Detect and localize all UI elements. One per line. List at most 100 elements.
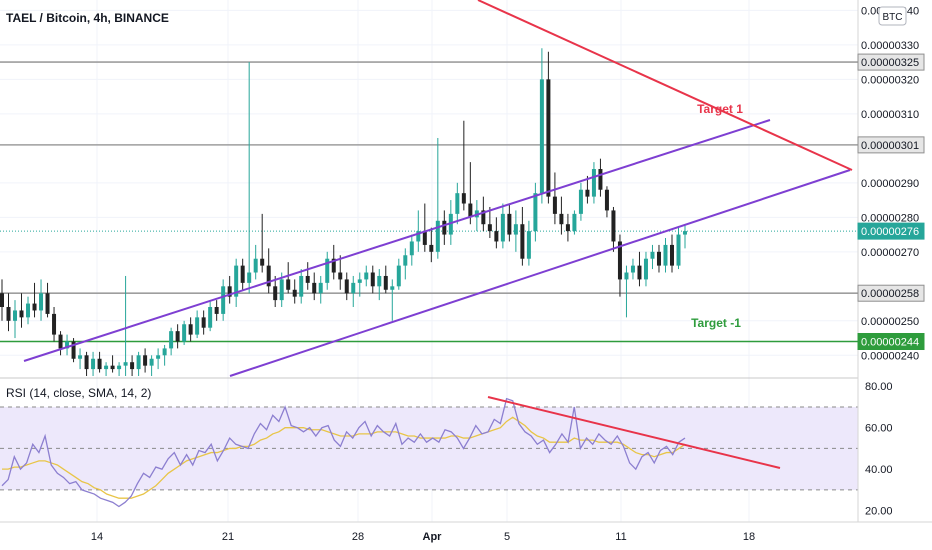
candle-up [149,358,154,366]
rsi-sma-line [2,416,686,499]
candle-down [0,293,4,308]
price-tick-label: 0.00000280 [861,212,919,224]
candle-up [643,258,648,280]
candle-up [123,362,128,366]
candle-up [455,193,460,214]
candle-down [143,355,148,366]
candle-up [182,324,187,342]
candle-up [65,341,70,349]
price-label-text: 0.00000301 [861,140,919,152]
price-label-box [857,53,925,71]
price-label-box [857,284,925,302]
candle-up [26,303,31,318]
price-label-box [857,222,925,240]
rsi-line [1,397,686,508]
candle-down [383,275,388,290]
candle-down [520,224,525,259]
candle-down [32,303,37,311]
candle-up [650,251,655,259]
candle-up [539,79,544,194]
candle-up [357,279,362,283]
rsi-tick-label: 80.00 [865,381,893,393]
target-1-label: Target 1 [697,102,743,116]
candle-down [487,224,492,232]
rsi-pane [0,396,858,508]
candle-up [234,265,239,297]
candle-up [156,355,161,359]
price-axis[interactable]: 0.000003400.000003300.000003200.00000310… [861,5,919,362]
currency-badge[interactable]: BTC [878,6,907,26]
candle-up [578,189,583,214]
candle-down [598,169,603,190]
candle-down [494,231,499,242]
time-tick-label: 18 [743,531,755,543]
candle-up [513,224,518,235]
rsi-axis[interactable]: 80.00 60.00 40.00 20.00 [865,381,893,517]
candle-up [136,355,141,370]
candle-up [533,193,538,232]
candle-up [396,265,401,287]
candle-down [273,286,278,301]
candle-up [572,213,577,232]
price-tick-label: 0.00000330 [861,40,919,52]
candle-down [656,251,661,266]
candle-down [331,258,336,273]
resistance-line [477,0,853,171]
candle-up [39,293,44,311]
channel-upper-line [23,119,771,362]
candle-up [221,286,226,314]
candle-up [117,365,122,370]
price-tick-label: 0.00000290 [861,178,919,190]
candle-up [390,286,395,290]
candle-down [58,334,63,349]
price-label-text: 0.00000325 [861,57,919,69]
time-tick-label: 11 [615,531,626,543]
price-tick-label: 0.00000240 [861,350,919,362]
candle-up [624,272,629,280]
candle-up [253,258,258,273]
candle-up [435,220,440,252]
candlestick-series [0,48,687,376]
candle-down [71,341,76,359]
candle-up [162,348,167,356]
time-tick-label: 28 [352,531,364,543]
candle-up [526,231,531,259]
candle-up [195,317,200,335]
price-label-target: 0.00000244 [857,333,925,351]
candle-down [344,279,349,294]
candle-down [201,317,206,328]
candle-down [546,79,551,197]
rsi-tick-label: 40.00 [865,464,893,476]
candle-up [377,275,382,287]
candle-down [110,365,115,370]
price-label-level: 0.00000301 [857,136,925,154]
currency-badge-label: BTC [883,12,903,23]
candle-up [448,213,453,235]
candle-down [617,241,622,280]
candle-down [6,307,11,321]
price-label-box [857,136,925,154]
candle-down [19,310,24,318]
target-minus-1-label: Target -1 [691,316,741,330]
price-label-box [857,333,925,351]
candle-up [416,231,421,242]
trend-lines [23,0,853,377]
candle-up [351,282,356,294]
candle-down [611,210,616,242]
price-label-last-price: 0.00000276 [857,222,925,240]
candle-down [422,231,427,245]
price-label-level: 0.00000258 [857,284,925,302]
candle-up [409,241,414,256]
candle-down [461,193,466,204]
time-axis[interactable]: 14 21 28 Apr 5 11 18 [91,531,755,543]
price-tick-label: 0.00000310 [861,109,919,121]
candle-down [292,289,297,297]
candle-up [169,331,174,349]
price-tick-label: 0.00000320 [861,74,919,86]
candle-down [669,244,674,266]
candle-down [565,224,570,232]
price-tick-label: 0.00000270 [861,247,919,259]
price-label-text: 0.00000276 [861,226,919,238]
candle-down [260,258,265,266]
